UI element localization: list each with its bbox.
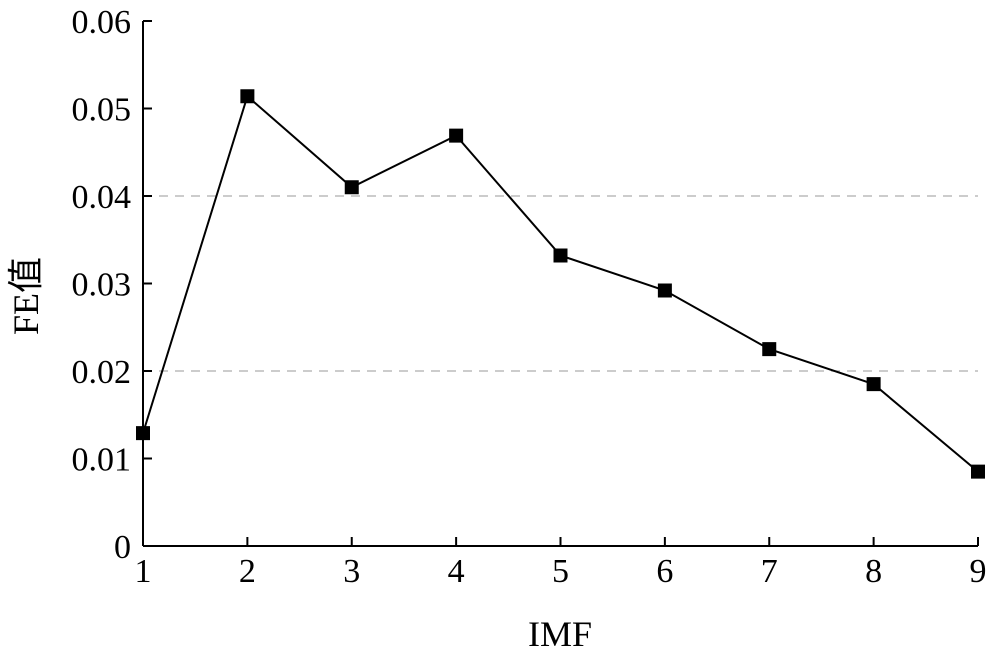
- data-point-marker: [866, 377, 881, 392]
- gridlines: [143, 195, 978, 372]
- x-tick-label: 9: [970, 553, 987, 590]
- series-line: [142, 94, 979, 473]
- y-tick-label: 0.06: [72, 4, 132, 41]
- y-tick-label: 0.03: [72, 267, 132, 304]
- y-axis-title: FE值: [6, 257, 46, 335]
- y-tick-label: 0.02: [72, 354, 132, 391]
- data-point-marker: [553, 248, 568, 263]
- y-axis-ticks: 0 0.01 0.02 0.03 0.04 0.05 0.06: [72, 4, 152, 566]
- x-tick-label: 3: [343, 553, 360, 590]
- y-tick-label: 0: [114, 529, 131, 566]
- x-tick-label: 6: [656, 553, 673, 590]
- y-tick-label: 0.05: [72, 92, 132, 129]
- x-axis-title: IMF: [528, 614, 592, 654]
- data-point-marker: [971, 464, 985, 479]
- data-series: [136, 89, 985, 479]
- x-tick-label: 4: [448, 553, 465, 590]
- y-tick-label: 0.01: [72, 442, 132, 479]
- y-tick-label: 0.04: [72, 179, 132, 216]
- data-point-marker: [657, 283, 672, 298]
- data-point-marker: [762, 342, 777, 357]
- x-tick-label: 7: [761, 553, 778, 590]
- data-point-marker: [240, 89, 255, 104]
- x-tick-label: 2: [239, 553, 256, 590]
- data-point-marker: [449, 128, 464, 143]
- x-tick-label: 8: [865, 553, 882, 590]
- x-axis-ticks: 1 2 3 4 5 6 7 8 9: [135, 537, 987, 590]
- data-point-marker: [136, 426, 150, 441]
- data-point-marker: [344, 180, 359, 195]
- x-tick-label: 1: [135, 553, 152, 590]
- x-tick-label: 5: [552, 553, 569, 590]
